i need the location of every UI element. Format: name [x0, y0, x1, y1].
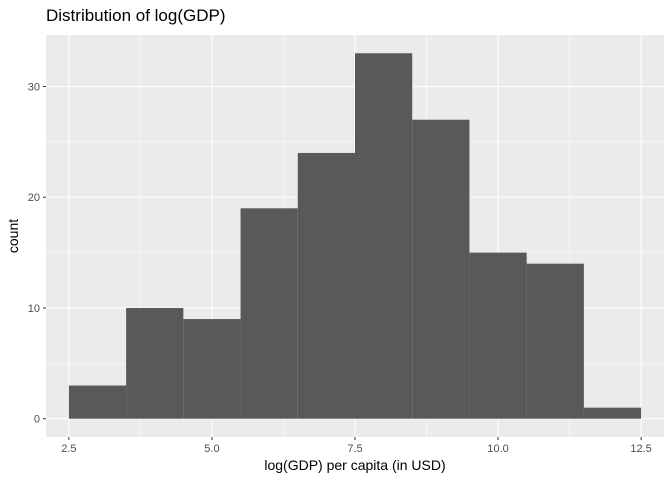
histogram-bar: [469, 252, 527, 419]
histogram-bar: [126, 307, 184, 419]
x-tick-label: 5.0: [204, 443, 219, 455]
histogram-bar: [526, 263, 584, 419]
x-tick-label: 7.5: [347, 443, 362, 455]
x-tick-label: 10.0: [487, 443, 508, 455]
y-tick-label: 10: [28, 303, 40, 315]
x-tick-label: 12.5: [630, 443, 651, 455]
chart-title: Distribution of log(GDP): [46, 6, 226, 25]
histogram-bar: [412, 119, 470, 419]
histogram-bar: [355, 53, 413, 419]
y-tick-label: 30: [28, 81, 40, 93]
histogram-bars: [68, 53, 642, 419]
y-tick-label: 0: [34, 414, 40, 426]
histogram-bar: [240, 208, 298, 419]
histogram-bar: [583, 407, 642, 419]
y-axis: 0 10 20 30: [28, 81, 46, 426]
histogram-bar: [183, 319, 241, 419]
x-axis: 2.5 5.0 7.5 10.0 12.5: [61, 437, 652, 455]
x-axis-title: log(GDP) per capita (in USD): [264, 457, 445, 473]
y-tick-label: 20: [28, 192, 40, 204]
histogram-bar: [68, 385, 127, 419]
y-axis-title: count: [5, 219, 21, 253]
histogram-bar: [297, 152, 355, 419]
x-tick-label: 2.5: [61, 443, 76, 455]
